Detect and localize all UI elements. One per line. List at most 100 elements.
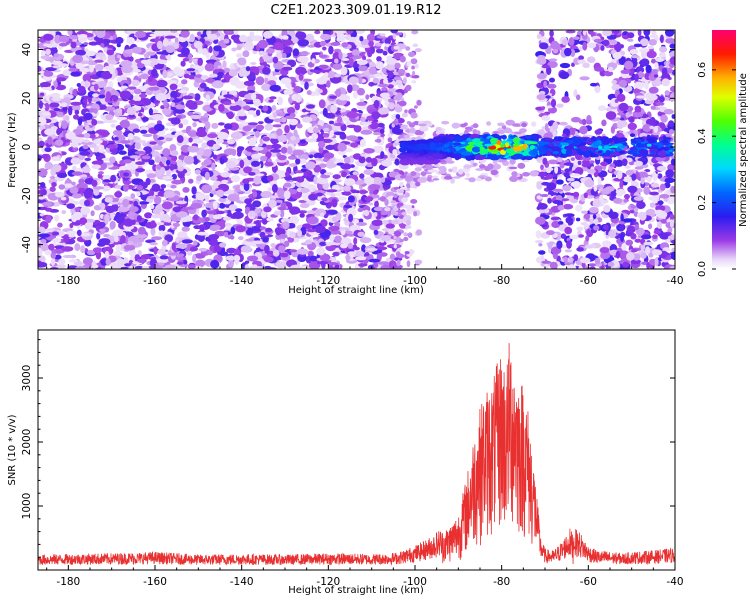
spectrogram-cell: [368, 258, 381, 263]
spectrogram-cell: [384, 207, 391, 212]
spectrogram-cell: [117, 206, 129, 213]
spectrogram-cell: [603, 204, 611, 213]
spectrogram-cell: [159, 188, 165, 192]
spectrogram-cell: [185, 215, 192, 222]
spectrogram-cell: [545, 95, 551, 99]
spectrogram-cell: [211, 162, 216, 171]
spectrogram-cell: [135, 30, 146, 38]
spectrogram-cell: [374, 42, 383, 47]
spectrogram-cell: [244, 260, 250, 264]
spectrogram-cell: [517, 162, 526, 169]
spectrogram-cell: [577, 59, 587, 64]
spectrogram-cell: [84, 222, 93, 230]
spectrogram-cell: [284, 125, 290, 134]
spectrogram-cell: [255, 124, 265, 131]
spectrogram-image: [38, 30, 675, 269]
spectrogram-cell: [71, 171, 83, 176]
spectrogram-cell: [393, 45, 400, 50]
spectrogram-cell: [196, 231, 209, 236]
spectrogram-cell: [659, 194, 670, 199]
spectrogram-cell: [618, 79, 628, 88]
spectrogram-cell: [272, 249, 280, 257]
spectrogram-cell: [304, 81, 309, 90]
spectrogram-cell: [230, 131, 243, 140]
spectrogram-cell: [68, 106, 73, 116]
spectrogram-cell: [149, 204, 155, 210]
spectrogram-cell: [174, 256, 186, 261]
spectrogram-cell: [667, 235, 675, 240]
spectrogram-cell: [410, 58, 418, 65]
spectrogram-cell: [624, 193, 630, 200]
spectrogram-cell: [601, 119, 607, 127]
spectrogram-cell: [186, 68, 196, 72]
spectrogram-cell: [549, 261, 558, 269]
spectrogram-cell: [404, 251, 410, 255]
spectrogram-cell: [347, 195, 355, 203]
spectrogram-cell: [398, 100, 407, 107]
spectrogram-cell: [357, 231, 365, 237]
spectrogram-cell: [353, 237, 358, 245]
spectrogram-cell: [84, 80, 89, 88]
spectrogram-cell: [272, 56, 279, 64]
spectrogram-cell: [326, 209, 338, 215]
spectrogram-cell: [201, 48, 208, 56]
spectrogram-cell: [360, 129, 373, 135]
spectrogram-cell: [368, 40, 374, 47]
spectrogram-cell: [348, 36, 357, 43]
spectrogram-cell: [120, 235, 126, 244]
spectrogram-cell: [237, 57, 247, 66]
spectrogram-cell: [245, 66, 251, 72]
spectrogram-cell: [369, 121, 379, 130]
spectrogram-cell: [211, 122, 219, 129]
spectrogram-cell: [581, 210, 588, 214]
spectrogram-cell: [333, 131, 346, 136]
spectrogram-cell: [245, 229, 254, 236]
spectrogram-cell: [431, 175, 439, 179]
spectrogram-cell: [602, 187, 611, 195]
spectrogram-cell: [646, 175, 652, 183]
spectrogram-cell: [41, 153, 49, 159]
spectrogram-cell: [330, 42, 341, 46]
spectrogram-cell: [593, 38, 603, 43]
spectrogram-cell: [404, 192, 410, 198]
spectrogram-cell: [328, 70, 335, 79]
spectrogram-cell: [350, 142, 359, 148]
spectrogram-cell: [397, 69, 406, 74]
spectrogram-cell: [38, 262, 48, 268]
spectrogram-cell: [135, 161, 145, 166]
spectrogram-cell: [191, 186, 197, 195]
spectrogram-cell: [432, 178, 440, 181]
spectrogram-cell: [269, 96, 277, 100]
spectrogram-cell: [399, 239, 404, 243]
spectrogram-cell: [134, 265, 144, 269]
spectrogram-cell: [155, 93, 168, 102]
spectrogram-cell: [468, 177, 476, 183]
spectrogram-cell: [186, 100, 195, 105]
spectrogram-cell: [356, 59, 368, 65]
spectrogram-cell: [207, 33, 218, 40]
spectrogram-cell: [279, 252, 289, 258]
spectrogram-cell: [207, 133, 218, 139]
spectrogram-cell: [633, 43, 643, 48]
spectrogram-cell: [164, 264, 177, 269]
spectrogram-cell: [300, 188, 310, 193]
spectrogram-cell: [155, 222, 165, 226]
spectrogram-cell: [586, 56, 596, 63]
spectrogram-cell: [158, 230, 165, 237]
spectrogram-cell: [230, 235, 235, 240]
spectrogram-cell: [118, 165, 131, 171]
spectrogram-cell: [348, 57, 354, 67]
spectrogram-cell: [91, 160, 104, 166]
spectrogram-cell: [472, 123, 479, 129]
spectrogram-cell: [396, 253, 405, 259]
spectrogram-cell: [116, 108, 123, 114]
spectrogram-cell: [227, 193, 240, 202]
spectrogram-cell: [343, 185, 351, 192]
spectrogram-cell: [376, 56, 382, 62]
spectrogram-cell: [541, 115, 550, 121]
spectrogram-cell: [563, 171, 570, 178]
spectrogram-cell: [48, 44, 58, 48]
spectrogram-cell: [546, 173, 554, 180]
spectrogram-cell: [189, 33, 195, 43]
spectrogram-cell: [68, 234, 76, 238]
